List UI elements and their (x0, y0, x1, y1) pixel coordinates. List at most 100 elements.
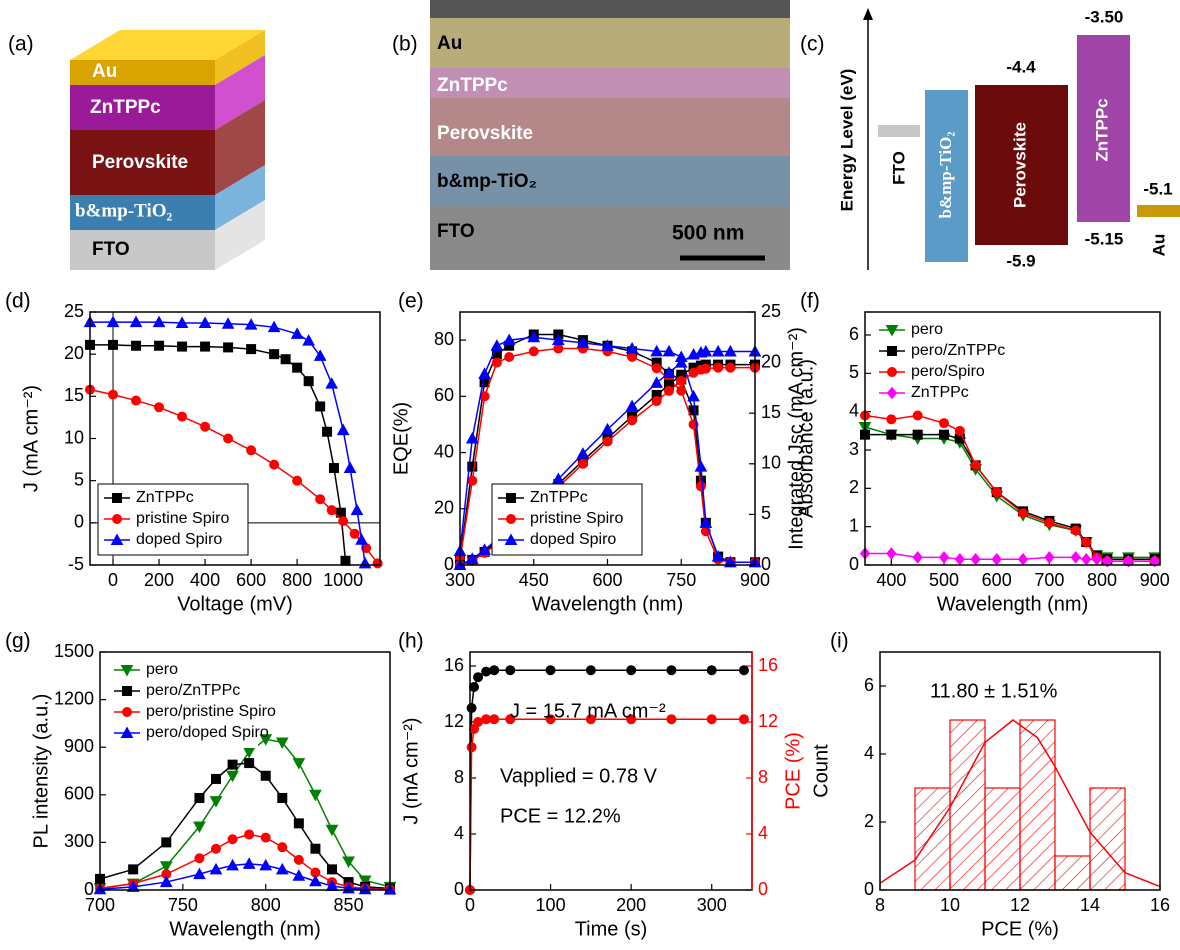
marker (244, 747, 255, 757)
x-tick-label: 200 (616, 895, 646, 915)
y-tick-label: 15 (64, 385, 84, 405)
marker (195, 793, 204, 802)
marker (707, 715, 716, 724)
x-tick-label: 400 (190, 570, 220, 590)
panel-label: (a) (8, 33, 34, 56)
marker (212, 844, 221, 853)
x-tick-label: 600 (236, 570, 266, 590)
x-tick-label: 300 (697, 895, 727, 915)
marker (467, 704, 476, 713)
marker (955, 426, 964, 435)
marker (178, 342, 187, 351)
marker (695, 461, 706, 471)
marker (278, 793, 287, 802)
marker (474, 673, 483, 682)
marker (329, 464, 338, 473)
marker (467, 743, 476, 752)
marker (294, 819, 303, 828)
x-axis-title: Wavelength (nm) (532, 593, 684, 615)
marker (281, 355, 290, 364)
y2-tick-label: 0 (758, 879, 768, 899)
marker (688, 391, 699, 401)
x-tick-label: 750 (168, 895, 198, 915)
x-tick-label: 700 (1034, 570, 1064, 590)
marker (316, 495, 325, 504)
panel-a: (a) Au ZnTPPc Perovskite b&mp-TiO₂ FTO (8, 30, 265, 270)
panel-b: (b) Au ZnTPPc Perovskite b&mp-TiO₂ FTO 5… (392, 0, 790, 270)
marker (328, 865, 337, 874)
marker (244, 858, 255, 868)
marker (1045, 552, 1054, 563)
material: Perovskite (1010, 122, 1029, 208)
marker (327, 506, 336, 515)
marker (505, 352, 514, 361)
x-tick-label: 600 (982, 570, 1012, 590)
marker (480, 378, 489, 387)
y-tick-label: 4 (849, 400, 859, 420)
x-tick-label: 100 (536, 895, 566, 915)
level-value: -5.9 (1006, 251, 1035, 270)
panel-label: (e) (398, 290, 424, 313)
annotation: PCE = 12.2% (500, 805, 621, 827)
material: b&mp-TiO₂ (936, 132, 955, 219)
marker (132, 341, 141, 350)
legend-label: doped Spiro (530, 531, 616, 548)
material: Au (1149, 234, 1168, 257)
y-tick-label: 20 (434, 498, 454, 518)
axis-label: Energy Level (eV) (837, 69, 856, 212)
layer-label: b&mp-TiO₂ (75, 200, 173, 221)
layer-label: ZnTPPc (90, 97, 161, 118)
legend-label: ZnTPPc (911, 384, 969, 401)
marker (696, 482, 705, 491)
marker (546, 666, 555, 675)
y-axis-title: PL intensity (a.u.) (30, 694, 52, 849)
y-tick-label: 0 (74, 512, 84, 532)
y-tick-label: 16 (444, 655, 464, 675)
marker (913, 552, 922, 563)
y-tick-label: 40 (434, 441, 454, 461)
y-tick-label: 10 (64, 427, 84, 447)
marker (129, 865, 138, 874)
marker (304, 377, 313, 386)
marker (628, 416, 637, 425)
marker (1082, 554, 1091, 565)
x-tick-label: 900 (1140, 570, 1170, 590)
marker (162, 838, 171, 847)
marker (887, 430, 896, 439)
marker (211, 797, 222, 807)
y-axis-title: Count (810, 744, 832, 798)
marker (992, 488, 1001, 497)
legend-label: pristine Spiro (136, 510, 229, 527)
marker (360, 558, 371, 568)
material: FTO (889, 151, 908, 185)
marker (1019, 509, 1028, 518)
x-tick-label: 10 (940, 895, 960, 915)
marker (887, 548, 896, 559)
y-axis-title: J (mA cm⁻²) (20, 385, 42, 492)
y-tick-label: 4 (454, 823, 464, 843)
bar (950, 720, 985, 890)
marker (345, 463, 356, 473)
y2-tick-label: 0 (761, 554, 771, 574)
layer-label: FTO (92, 239, 130, 260)
legend-label: ZnTPPc (530, 489, 588, 506)
y-tick-label: 600 (64, 784, 94, 804)
y-tick-label: 80 (434, 329, 454, 349)
marker (224, 434, 233, 443)
y-tick-label: 12 (444, 711, 464, 731)
marker (228, 835, 237, 844)
layer-label: ZnTPPc (437, 75, 508, 96)
marker (627, 666, 636, 675)
legend-label: pero (146, 661, 178, 678)
y-tick-label: 1200 (54, 688, 94, 708)
y-axis-title: Absorbance (a.u.) (795, 359, 817, 518)
marker (887, 415, 896, 424)
layer-label: Perovskite (92, 152, 188, 173)
marker (586, 666, 595, 675)
y2-tick-label: 4 (758, 823, 768, 843)
marker (327, 825, 338, 835)
y-tick-label: 900 (64, 736, 94, 756)
x-tick-label: 400 (876, 570, 906, 590)
marker (506, 666, 515, 675)
marker (350, 529, 359, 538)
